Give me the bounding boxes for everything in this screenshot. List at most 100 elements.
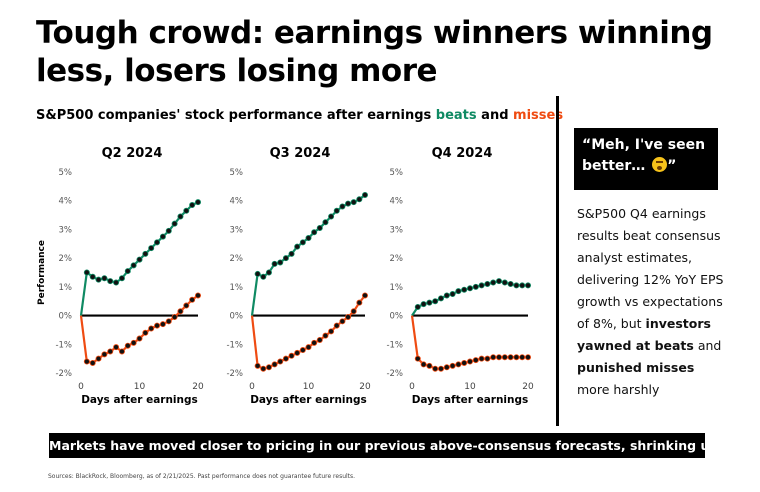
data-point-misses <box>345 314 352 321</box>
data-point-misses <box>171 314 178 321</box>
data-point-misses <box>484 355 491 362</box>
data-point-beats <box>113 279 120 286</box>
data-point-misses <box>189 296 196 303</box>
data-point-beats <box>455 288 462 295</box>
y-tick-label: 4% <box>230 197 244 207</box>
y-tick-label: 1% <box>59 283 73 293</box>
data-point-misses <box>282 355 289 362</box>
data-point-beats <box>299 239 306 246</box>
data-point-misses <box>194 292 201 299</box>
data-point-misses <box>113 344 120 351</box>
data-point-misses <box>507 354 514 361</box>
data-point-beats <box>89 273 96 280</box>
note-bold2: punished misses <box>577 360 695 375</box>
data-point-misses <box>316 336 323 343</box>
y-tick-label: 2% <box>390 254 404 264</box>
data-point-misses <box>426 362 433 369</box>
y-tick-label: 5% <box>59 168 73 178</box>
y-tick-label: 4% <box>59 197 73 207</box>
y-tick-label: 2% <box>59 254 73 264</box>
series-line-misses <box>79 294 199 365</box>
source-note: Sources: BlackRock, Bloomberg, as of 2/2… <box>48 473 356 480</box>
data-point-beats <box>282 255 289 262</box>
data-point-misses <box>513 354 520 361</box>
x-tick-label: 10 <box>134 382 146 392</box>
data-point-misses <box>472 357 479 364</box>
data-point-beats <box>507 280 514 287</box>
y-tick-label: 3% <box>230 225 244 235</box>
data-point-beats <box>328 213 335 220</box>
y-tick-label: -2% <box>55 369 72 379</box>
data-point-beats <box>124 268 131 275</box>
x-axis-label: Days after earnings <box>250 394 367 406</box>
x-tick-label: 10 <box>464 382 476 392</box>
data-point-beats <box>339 203 346 210</box>
y-tick-label: 0% <box>59 312 73 322</box>
data-point-beats <box>136 256 143 263</box>
chart-title: Q3 2024 <box>270 146 331 161</box>
data-point-beats <box>260 273 267 280</box>
data-point-misses <box>83 358 90 365</box>
data-point-misses <box>130 339 137 346</box>
x-axis-label: Days after earnings <box>412 394 529 406</box>
data-point-beats <box>277 259 284 266</box>
data-point-beats <box>265 269 272 276</box>
series-line-misses <box>250 294 366 370</box>
note-bold1: investors yawned at beats <box>577 316 711 353</box>
data-point-beats <box>472 283 479 290</box>
note-part3: more harshly <box>577 382 660 397</box>
y-tick-label: 1% <box>230 283 244 293</box>
y-tick-label: 2% <box>230 254 244 264</box>
y-tick-label: -2% <box>386 369 403 379</box>
takeaway-banner: Markets have moved closer to pricing in … <box>49 433 747 458</box>
data-point-beats <box>165 227 172 234</box>
y-tick-label: 4% <box>390 197 404 207</box>
data-point-beats <box>294 243 301 250</box>
data-point-beats <box>254 270 261 277</box>
subtitle-misses: misses <box>513 108 564 123</box>
y-tick-label: 5% <box>390 168 404 178</box>
data-point-beats <box>322 219 329 226</box>
data-point-misses <box>177 308 184 315</box>
x-tick-label: 20 <box>359 382 371 392</box>
data-point-misses <box>495 354 502 361</box>
y-axis-label: Performance <box>37 240 47 305</box>
data-point-misses <box>414 355 421 362</box>
data-point-beats <box>95 276 102 283</box>
data-point-beats <box>501 279 508 286</box>
y-tick-label: 0% <box>390 312 404 322</box>
data-point-misses <box>165 318 172 325</box>
data-point-misses <box>478 355 485 362</box>
data-point-misses <box>525 354 532 361</box>
subtitle-and: and <box>476 108 514 123</box>
data-point-beats <box>101 275 108 282</box>
data-point-misses <box>356 299 363 306</box>
y-tick-label: 1% <box>390 283 404 293</box>
data-point-misses <box>95 355 102 362</box>
data-point-misses <box>311 339 318 346</box>
data-point-beats <box>495 278 502 285</box>
commentary-text: S&P500 Q4 earnings results beat consensu… <box>577 203 727 401</box>
data-point-misses <box>142 329 149 336</box>
subtitle-prefix: S&P500 companies' stock performance afte… <box>36 108 436 123</box>
data-point-misses <box>322 332 329 339</box>
data-point-beats <box>83 269 90 276</box>
data-point-misses <box>466 358 473 365</box>
data-point-misses <box>159 321 166 328</box>
data-point-misses <box>124 342 131 349</box>
data-point-misses <box>148 325 155 332</box>
data-point-beats <box>466 285 473 292</box>
data-point-misses <box>490 354 497 361</box>
data-point-misses <box>277 358 284 365</box>
data-point-beats <box>189 202 196 209</box>
x-tick-label: 20 <box>192 382 204 392</box>
data-point-beats <box>148 245 155 252</box>
data-point-beats <box>345 200 352 207</box>
series-line-beats <box>250 194 366 316</box>
headline: Tough crowd: earnings winners winning le… <box>36 15 713 89</box>
note-part2: and <box>693 338 722 353</box>
data-point-beats <box>461 286 468 293</box>
data-point-misses <box>89 359 96 366</box>
chart-subtitle: S&P500 companies' stock performance afte… <box>36 108 563 123</box>
data-point-beats <box>513 282 520 289</box>
